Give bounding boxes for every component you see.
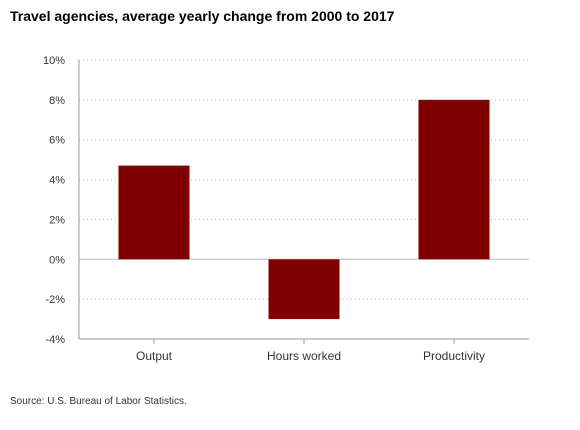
y-tick-label: 0%	[49, 254, 65, 266]
axes	[78, 60, 529, 344]
x-category-labels: Output Hours worked Productivity	[136, 349, 485, 363]
x-category-label: Output	[136, 349, 173, 363]
y-tick-label: -4%	[45, 334, 65, 346]
y-tick-label: 10%	[43, 55, 65, 67]
x-category-label: Productivity	[423, 349, 485, 363]
bar-productivity	[418, 99, 490, 260]
y-tick-label: 4%	[49, 175, 65, 187]
y-tick-label: 6%	[49, 135, 65, 147]
bars	[118, 99, 490, 320]
source-note: Source: U.S. Bureau of Labor Statistics.	[10, 396, 187, 407]
bar-hours-worked	[268, 259, 340, 320]
bar-output	[118, 165, 190, 260]
y-tick-label: 2%	[49, 214, 65, 226]
y-tick-label: 8%	[49, 95, 65, 107]
y-tick-labels: 10% 8% 6% 4% 2% 0% -2% -4%	[43, 55, 65, 346]
x-category-label: Hours worked	[267, 349, 341, 363]
chart-title: Travel agencies, average yearly change f…	[10, 8, 395, 24]
y-tick-label: -2%	[45, 294, 65, 306]
